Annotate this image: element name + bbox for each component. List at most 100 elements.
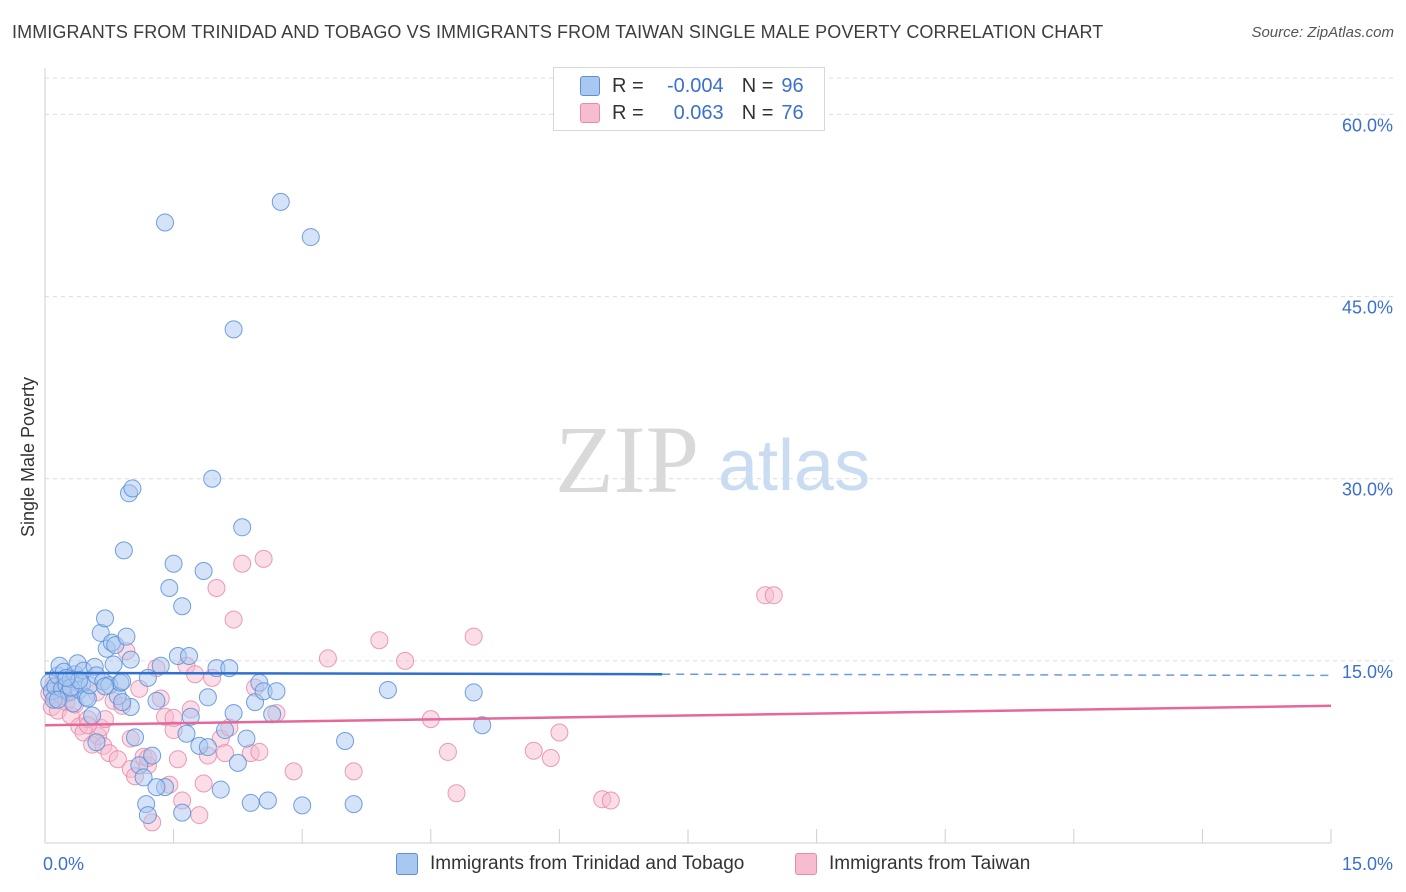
trinidad-point-74 (271, 192, 290, 211)
trinidad-point-53 (180, 647, 199, 665)
trinidad-point-58 (203, 469, 222, 488)
bottom-legend-taiwan: Immigrants from Taiwan (795, 852, 1030, 876)
watermark-zip: ZIP (555, 406, 699, 513)
axes (44, 68, 1332, 844)
trinidad-point-52 (177, 724, 196, 743)
trinidad-point-76 (156, 213, 175, 232)
watermark: ZIP atlas (555, 406, 870, 513)
bottom-legend-swatch-blue (396, 853, 418, 875)
taiwan-point-53 (254, 549, 273, 568)
legend-n-label: N = (741, 74, 774, 97)
trinidad-trend-extension (662, 673, 1332, 677)
trinidad-point-34 (114, 541, 133, 560)
bottom-legend-label: Immigrants from Taiwan (829, 853, 1031, 874)
taiwan-point-56 (318, 649, 337, 668)
taiwan-point-49 (224, 610, 243, 629)
correlation-legend: R = -0.004 N = 96 R = 0.063 N = 76 (553, 67, 825, 131)
trinidad-point-80 (344, 795, 363, 814)
taiwan-point-47 (216, 744, 235, 763)
legend-r-label: R = (612, 74, 644, 97)
taiwan-point-62 (447, 784, 466, 803)
y-tick-label-0: 15.0% (1342, 662, 1393, 682)
tick-labels: 15.0% 30.0% 45.0% 60.0% 0.0% 15.0% (43, 115, 1393, 874)
taiwan-point-65 (541, 749, 560, 767)
trinidad-point-37 (121, 650, 140, 669)
trinidad-point-71 (258, 791, 277, 810)
taiwan-point-22 (108, 750, 127, 769)
bottom-legend-swatch-pink (795, 853, 817, 875)
trinidad-trend-line (44, 671, 663, 676)
y-tick-label-1: 30.0% (1342, 480, 1393, 500)
trinidad-point-48 (160, 579, 179, 597)
trinidad-point-86 (87, 733, 106, 752)
taiwan-point-50 (233, 554, 252, 573)
taiwan-point-59 (396, 651, 415, 670)
trinidad-point-63 (224, 704, 243, 723)
legend-swatch-blue (580, 76, 600, 96)
trinidad-point-49 (164, 554, 183, 573)
y-tick-label-2: 45.0% (1342, 298, 1393, 318)
taiwan-point-36 (168, 750, 187, 769)
source-label: Source: ZipAtlas.com (1251, 24, 1394, 41)
legend-row-trinidad: R = -0.004 N = 96 (580, 73, 804, 99)
trinidad-point-43 (138, 668, 157, 687)
trinidad-point-82 (464, 683, 483, 702)
y-tick-label-3: 60.0% (1342, 115, 1393, 135)
taiwan-point-42 (194, 774, 213, 793)
trinidad-point-61 (216, 721, 235, 740)
trinidad-point-33 (113, 672, 132, 691)
grid-lines (45, 77, 1393, 662)
trinidad-point-94 (198, 738, 217, 757)
trinidad-point-83 (473, 716, 492, 735)
trinidad-point-79 (336, 732, 355, 750)
taiwan-point-64 (524, 741, 543, 760)
taiwan-point-63 (464, 627, 483, 646)
trinidad-point-20 (83, 706, 102, 725)
watermark-atlas: atlas (718, 426, 870, 506)
trinidad-point-93 (173, 803, 192, 822)
trinidad-point-44 (143, 746, 162, 765)
trinidad-point-41 (134, 768, 153, 787)
series-trinidad-points (40, 192, 492, 825)
trinidad-point-91 (96, 677, 115, 696)
trinidad-point-67 (241, 793, 260, 812)
x-tick-label-0: 0.0% (43, 854, 84, 874)
taiwan-point-73 (250, 742, 269, 761)
taiwan-point-45 (207, 579, 226, 597)
legend-r-value: 0.063 (673, 101, 724, 124)
trinidad-point-46 (151, 656, 170, 675)
taiwan-point-58 (370, 631, 389, 650)
trinidad-point-72 (263, 705, 282, 724)
y-axis-label: Single Male Poverty (18, 377, 38, 537)
trinidad-point-38 (123, 479, 142, 498)
bottom-legend-trinidad: Immigrants from Trinidad and Tobago (396, 852, 744, 876)
trinidad-point-87 (113, 693, 132, 712)
taiwan-point-66 (550, 723, 569, 742)
trinidad-point-45 (147, 691, 166, 710)
bottom-legend-label: Immigrants from Trinidad and Tobago (430, 853, 745, 874)
legend-row-taiwan: R = 0.063 N = 76 (580, 100, 804, 126)
trinidad-point-64 (228, 753, 247, 772)
trinidad-point-73 (267, 682, 286, 701)
trinidad-point-35 (117, 627, 136, 646)
trinidad-point-78 (293, 796, 312, 815)
trinidad-point-56 (194, 562, 213, 580)
trinidad-point-66 (237, 729, 256, 748)
trinidad-point-51 (173, 597, 192, 616)
trinidad-point-39 (126, 728, 145, 747)
trend-lines (44, 671, 1332, 727)
legend-r-label: R = (612, 101, 644, 124)
trinidad-point-81 (378, 681, 397, 699)
legend-n-value: 96 (781, 74, 804, 97)
trinidad-point-29 (104, 655, 123, 674)
trinidad-point-25 (96, 609, 115, 628)
taiwan-point-68 (601, 791, 620, 810)
taiwan-point-61 (438, 742, 457, 761)
trinidad-point-65 (233, 518, 252, 537)
trinidad-point-57 (198, 688, 217, 707)
taiwan-point-41 (190, 806, 209, 825)
trinidad-point-85 (138, 806, 157, 825)
taiwan-point-55 (284, 762, 303, 781)
taiwan-point-57 (344, 762, 363, 781)
